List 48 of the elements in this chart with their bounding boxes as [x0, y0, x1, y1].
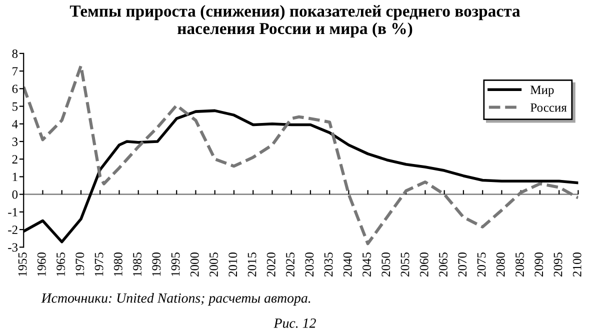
x-tick-label: 2095 [554, 252, 562, 276]
x-tick-label: 2025 [286, 252, 294, 276]
x-tick-label: 1960 [37, 252, 46, 276]
x-tick-label: 1965 [56, 252, 65, 276]
y-tick-label: 4 [12, 120, 18, 128]
y-tick-label: 6 [12, 84, 18, 94]
x-tick-label: 2075 [477, 252, 486, 276]
x-tick-label: 2045 [362, 252, 371, 276]
x-tick-label: 2010 [228, 252, 238, 276]
x-tick-label: 1975 [94, 252, 104, 276]
x-tick-label: 2050 [382, 252, 390, 276]
y-tick-label: 1 [12, 172, 18, 182]
x-tick-label: 2020 [266, 252, 276, 276]
y-tick-label: -3 [8, 243, 18, 252]
y-tick-label: 0 [12, 190, 18, 199]
x-tick-label: 1970 [76, 252, 84, 276]
x-tick-label: 1995 [171, 252, 180, 276]
x-tick-label: 2000 [190, 252, 199, 276]
x-tick-label: 2040 [343, 252, 352, 276]
y-tick-label: -2 [8, 226, 18, 234]
x-tick-label: 2065 [439, 252, 448, 276]
x-tick-label: 1985 [133, 252, 142, 276]
x-tick-label: 2100 [572, 252, 582, 276]
x-tick-label: 2060 [420, 252, 428, 276]
y-tick-label: -1 [8, 208, 18, 216]
x-tick-label: 2035 [324, 252, 333, 276]
y-tick-label: 3 [12, 138, 18, 146]
x-tick-label: 2080 [496, 252, 505, 276]
chart-title: Темпы прироста (снижения) показателей среднего возраста населения России и мира (в %) [70, 5, 520, 38]
x-tick-label: 2085 [516, 252, 524, 276]
x-tick-label: 2090 [534, 252, 544, 276]
x-tick-label: 1990 [152, 252, 161, 276]
x-tick-label: 2005 [210, 252, 218, 276]
y-tick-label: 7 [12, 67, 18, 76]
x-tick-label: 2015 [248, 252, 256, 276]
legend-label: Мир [530, 86, 554, 97]
x-tick-label: 1955 [18, 252, 27, 276]
text: Источники: United Nations; расчеты автора. [41, 293, 310, 306]
y-tick-label: 5 [12, 102, 18, 111]
line-series [24, 64, 578, 246]
x-tick-label: 2030 [305, 252, 314, 276]
x-tick-label: 1980 [114, 252, 122, 276]
x-tick-label: 2070 [458, 252, 467, 276]
legend-label: Россия [530, 103, 567, 112]
y-tick-label: 8 [12, 49, 18, 58]
y-tick-label: 2 [12, 155, 18, 164]
x-tick-label: 2055 [400, 252, 410, 276]
text: Рис. 12 [274, 318, 316, 328]
